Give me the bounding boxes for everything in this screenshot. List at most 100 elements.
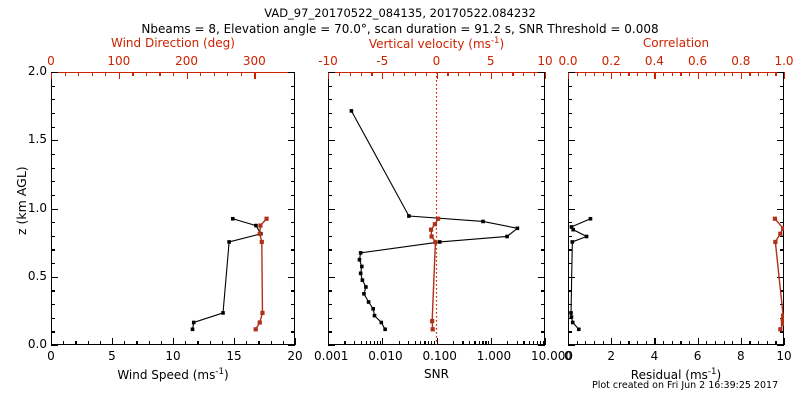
x-tick-minor bbox=[775, 341, 777, 345]
x-top-tick-major bbox=[611, 72, 613, 79]
y-tick-minor bbox=[51, 99, 55, 101]
x-top-tick-minor bbox=[758, 72, 760, 76]
x-tick-label: 8 bbox=[736, 349, 745, 363]
y-tick-major bbox=[568, 140, 575, 142]
y-tick-major bbox=[288, 72, 295, 74]
x-tick-major bbox=[490, 338, 492, 345]
y-tick-minor bbox=[541, 249, 545, 251]
x-top-tick-minor bbox=[200, 72, 202, 76]
x-top-tick-minor bbox=[78, 72, 80, 76]
y-tick-minor bbox=[51, 235, 55, 237]
x-top-tick-minor bbox=[775, 72, 777, 76]
y-tick-minor bbox=[328, 99, 332, 101]
x-tick-major bbox=[112, 338, 114, 345]
x-tick-minor bbox=[671, 341, 673, 345]
x-top-tick-minor bbox=[227, 72, 229, 76]
x-tick-minor bbox=[148, 341, 150, 345]
y-tick-minor bbox=[780, 235, 784, 237]
x-top-axis-label-wind: Wind Direction (deg) bbox=[111, 36, 235, 50]
y-tick-minor bbox=[780, 153, 784, 156]
x-axis-label-snr: SNR bbox=[424, 367, 449, 381]
x-top-tick-minor bbox=[671, 72, 673, 76]
x-tick-minor bbox=[431, 341, 433, 345]
plot-frame-snr bbox=[328, 72, 545, 345]
y-tick-minor bbox=[568, 85, 572, 87]
x-top-tick-major bbox=[654, 72, 656, 79]
x-tick-minor bbox=[434, 341, 436, 345]
y-tick-minor bbox=[568, 126, 572, 128]
y-tick-major bbox=[51, 276, 58, 278]
y-tick-minor bbox=[780, 85, 784, 87]
y-tick-major bbox=[328, 276, 335, 278]
x-tick-minor bbox=[469, 341, 471, 345]
y-tick-minor bbox=[568, 167, 572, 169]
x-tick-minor bbox=[593, 341, 596, 345]
y-tick-minor bbox=[541, 304, 545, 306]
x-tick-minor bbox=[185, 341, 187, 345]
x-top-tick-major bbox=[186, 72, 188, 79]
x-top-tick-minor bbox=[680, 72, 682, 76]
x-top-tick-label: 1.0 bbox=[774, 54, 794, 68]
x-tick-minor bbox=[680, 341, 682, 345]
x-top-tick-major bbox=[51, 72, 53, 79]
x-top-tick-label: 0.0 bbox=[558, 54, 578, 68]
x-tick-minor bbox=[645, 341, 647, 345]
x-tick-minor bbox=[619, 341, 622, 345]
y-tick-minor bbox=[51, 194, 55, 197]
x-tick-minor bbox=[723, 341, 725, 345]
x-tick-label: 10 bbox=[776, 349, 792, 363]
y-tick-major bbox=[288, 345, 295, 347]
y-tick-minor bbox=[51, 331, 55, 333]
y-tick-minor bbox=[780, 99, 784, 101]
y-tick-major bbox=[568, 72, 575, 74]
x-tick-minor bbox=[732, 341, 734, 345]
x-top-tick-major bbox=[697, 72, 699, 79]
x-tick-major bbox=[568, 338, 570, 345]
y-tick-minor bbox=[291, 153, 295, 156]
x-top-tick-minor bbox=[714, 72, 717, 76]
x-tick-minor bbox=[585, 341, 587, 345]
y-tick-minor bbox=[541, 317, 545, 319]
y-tick-minor bbox=[780, 126, 784, 128]
y-tick-minor bbox=[328, 222, 332, 224]
x-top-axis-label-residual: Correlation bbox=[642, 36, 710, 50]
y-tick-minor bbox=[291, 331, 295, 333]
x-top-tick-label: 0 bbox=[47, 54, 55, 68]
y-tick-minor bbox=[51, 85, 55, 87]
x-tick-minor bbox=[99, 341, 101, 345]
y-tick-minor bbox=[541, 112, 545, 115]
x-top-tick-minor bbox=[338, 72, 341, 76]
x-top-tick-minor bbox=[732, 72, 734, 76]
x-tick-minor bbox=[532, 341, 535, 345]
x-top-tick-label: 0 bbox=[432, 54, 441, 68]
x-tick-minor bbox=[536, 341, 538, 345]
x-top-tick-label: 300 bbox=[242, 54, 266, 68]
x-tick-minor bbox=[376, 341, 379, 345]
y-tick-major bbox=[568, 276, 575, 278]
y-tick-minor bbox=[51, 317, 55, 319]
x-tick-minor bbox=[528, 341, 530, 345]
x-top-tick-major bbox=[545, 72, 547, 79]
y-tick-minor bbox=[51, 153, 55, 156]
y-tick-minor bbox=[780, 181, 784, 183]
x-top-tick-minor bbox=[105, 72, 107, 76]
y-tick-minor bbox=[780, 331, 784, 333]
y-tick-minor bbox=[291, 263, 295, 265]
y-tick-major bbox=[538, 345, 545, 347]
y-tick-minor bbox=[328, 126, 332, 128]
x-tick-label: 6 bbox=[693, 349, 702, 363]
x-top-tick-minor bbox=[749, 72, 751, 76]
y-tick-minor bbox=[51, 290, 55, 292]
y-tick-minor bbox=[328, 167, 332, 169]
y-tick-minor bbox=[541, 263, 545, 265]
y-tick-major bbox=[288, 276, 295, 278]
plot-frame-wind bbox=[51, 72, 295, 345]
y-tick-label: 0.0 bbox=[27, 337, 47, 351]
x-tick-major bbox=[740, 338, 742, 345]
y-tick-major bbox=[568, 345, 575, 347]
x-tick-minor bbox=[428, 341, 430, 345]
y-tick-minor bbox=[328, 263, 332, 265]
y-tick-minor bbox=[328, 112, 332, 115]
y-tick-minor bbox=[568, 194, 572, 197]
y-tick-minor bbox=[568, 222, 572, 224]
